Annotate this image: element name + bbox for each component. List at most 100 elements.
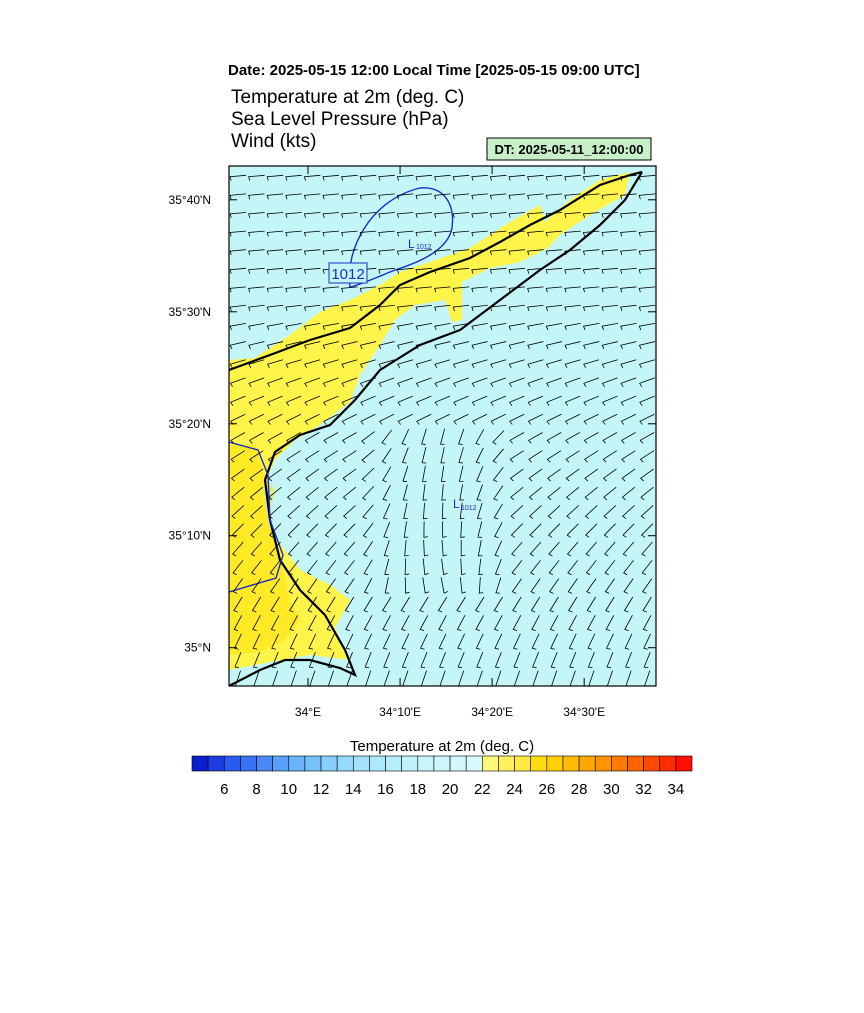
wind-barb bbox=[547, 505, 561, 519]
colorbar-label: 6 bbox=[220, 781, 228, 798]
colorbar-box bbox=[659, 755, 677, 772]
wind-barb bbox=[266, 212, 284, 218]
wind-barb bbox=[285, 267, 302, 274]
wind-barb bbox=[476, 484, 483, 501]
wind-barb bbox=[341, 341, 358, 350]
wind-barb bbox=[474, 596, 485, 613]
wind-barb bbox=[231, 505, 245, 519]
wind-barb bbox=[604, 560, 616, 576]
colorbar-box bbox=[578, 755, 596, 772]
wind-barb bbox=[565, 450, 580, 463]
wind-barb bbox=[453, 395, 469, 406]
wind-barb bbox=[471, 212, 488, 218]
wind-barb bbox=[306, 541, 318, 557]
wind-barb bbox=[306, 523, 319, 538]
wind-barb bbox=[459, 577, 467, 594]
wind-barb bbox=[303, 230, 321, 237]
wind-barb bbox=[584, 486, 598, 501]
wind-barb bbox=[489, 193, 507, 200]
x-tick-label: 34°30'E bbox=[563, 705, 605, 719]
wind-barb bbox=[509, 450, 524, 463]
wind-barb bbox=[564, 359, 581, 369]
wind-barb bbox=[341, 395, 358, 406]
wind-barb bbox=[252, 615, 261, 632]
wind-barb bbox=[325, 541, 337, 557]
wind-barb bbox=[363, 577, 373, 594]
y-tick-label: 35°40'N bbox=[169, 193, 211, 207]
colorbar-box bbox=[498, 755, 515, 772]
wind-barb bbox=[457, 428, 465, 445]
colorbar-box bbox=[288, 755, 306, 772]
wind-barb bbox=[266, 359, 283, 369]
wind-barb bbox=[477, 521, 483, 538]
wind-barb bbox=[509, 432, 525, 444]
colorbar-box bbox=[675, 755, 693, 772]
wind-barb bbox=[549, 615, 559, 632]
wind-barb bbox=[268, 468, 282, 482]
wind-barb bbox=[621, 486, 636, 501]
wind-barb bbox=[638, 359, 655, 369]
wind-barb bbox=[359, 249, 377, 256]
wind-barb bbox=[383, 652, 391, 669]
wind-barb bbox=[396, 212, 414, 218]
wind-barb bbox=[440, 428, 446, 445]
wind-barb bbox=[527, 359, 544, 369]
wind-barb bbox=[288, 560, 300, 576]
colorbar-box bbox=[352, 755, 370, 772]
wind-barb bbox=[322, 304, 339, 312]
wind-barb bbox=[359, 230, 377, 237]
y-tick-label: 35°20'N bbox=[169, 417, 211, 431]
wind-barb bbox=[248, 286, 265, 293]
wind-barb bbox=[403, 502, 408, 520]
colorbar-box bbox=[304, 755, 322, 772]
wind-barb bbox=[434, 341, 451, 350]
wind-barb bbox=[326, 596, 336, 613]
wind-barb bbox=[415, 359, 432, 369]
wind-barb bbox=[568, 633, 577, 650]
wind-barb bbox=[564, 193, 581, 200]
wind-barb bbox=[322, 230, 340, 237]
wind-barb bbox=[397, 359, 414, 369]
wind-barb bbox=[285, 230, 302, 237]
wind-barb bbox=[601, 249, 619, 256]
colorbar-box bbox=[191, 755, 209, 772]
dt-box bbox=[486, 137, 652, 161]
wind-barb bbox=[251, 560, 262, 576]
wind-barb bbox=[452, 212, 470, 218]
wind-barb bbox=[528, 486, 543, 501]
wind-barb bbox=[344, 596, 355, 613]
wind-barb bbox=[378, 377, 395, 387]
wind-barb bbox=[343, 505, 356, 519]
wind-barb bbox=[489, 174, 507, 181]
wind-barb bbox=[489, 249, 507, 256]
colorbar-box bbox=[643, 755, 661, 772]
wind-barb bbox=[550, 633, 558, 650]
wind-barb bbox=[230, 395, 246, 406]
wind-barb bbox=[564, 174, 581, 181]
wind-barb bbox=[252, 633, 261, 650]
wind-barb bbox=[268, 505, 282, 519]
colorbar-label: 8 bbox=[252, 781, 260, 798]
wind-barb bbox=[303, 249, 321, 256]
wind-barb bbox=[288, 578, 299, 594]
wind-barb bbox=[476, 503, 483, 520]
wind-barb bbox=[545, 304, 563, 312]
wind-barb bbox=[322, 359, 339, 369]
wind-barb bbox=[478, 577, 484, 594]
wind-barb bbox=[229, 304, 246, 312]
wind-barb bbox=[404, 558, 410, 576]
wind-barb bbox=[546, 450, 562, 463]
wind-barb bbox=[492, 430, 505, 445]
wind-barb bbox=[286, 486, 301, 501]
wind-barb bbox=[422, 484, 428, 501]
wind-barb bbox=[267, 395, 283, 406]
wind-barb bbox=[434, 193, 451, 200]
wind-barb bbox=[452, 174, 470, 181]
wind-barb bbox=[378, 174, 395, 181]
wind-barb bbox=[530, 596, 541, 613]
wind-barb bbox=[229, 249, 247, 256]
wind-barb bbox=[308, 633, 317, 650]
wind-barb bbox=[266, 174, 284, 181]
wind-barb bbox=[639, 432, 655, 444]
wind-barb bbox=[266, 323, 284, 331]
